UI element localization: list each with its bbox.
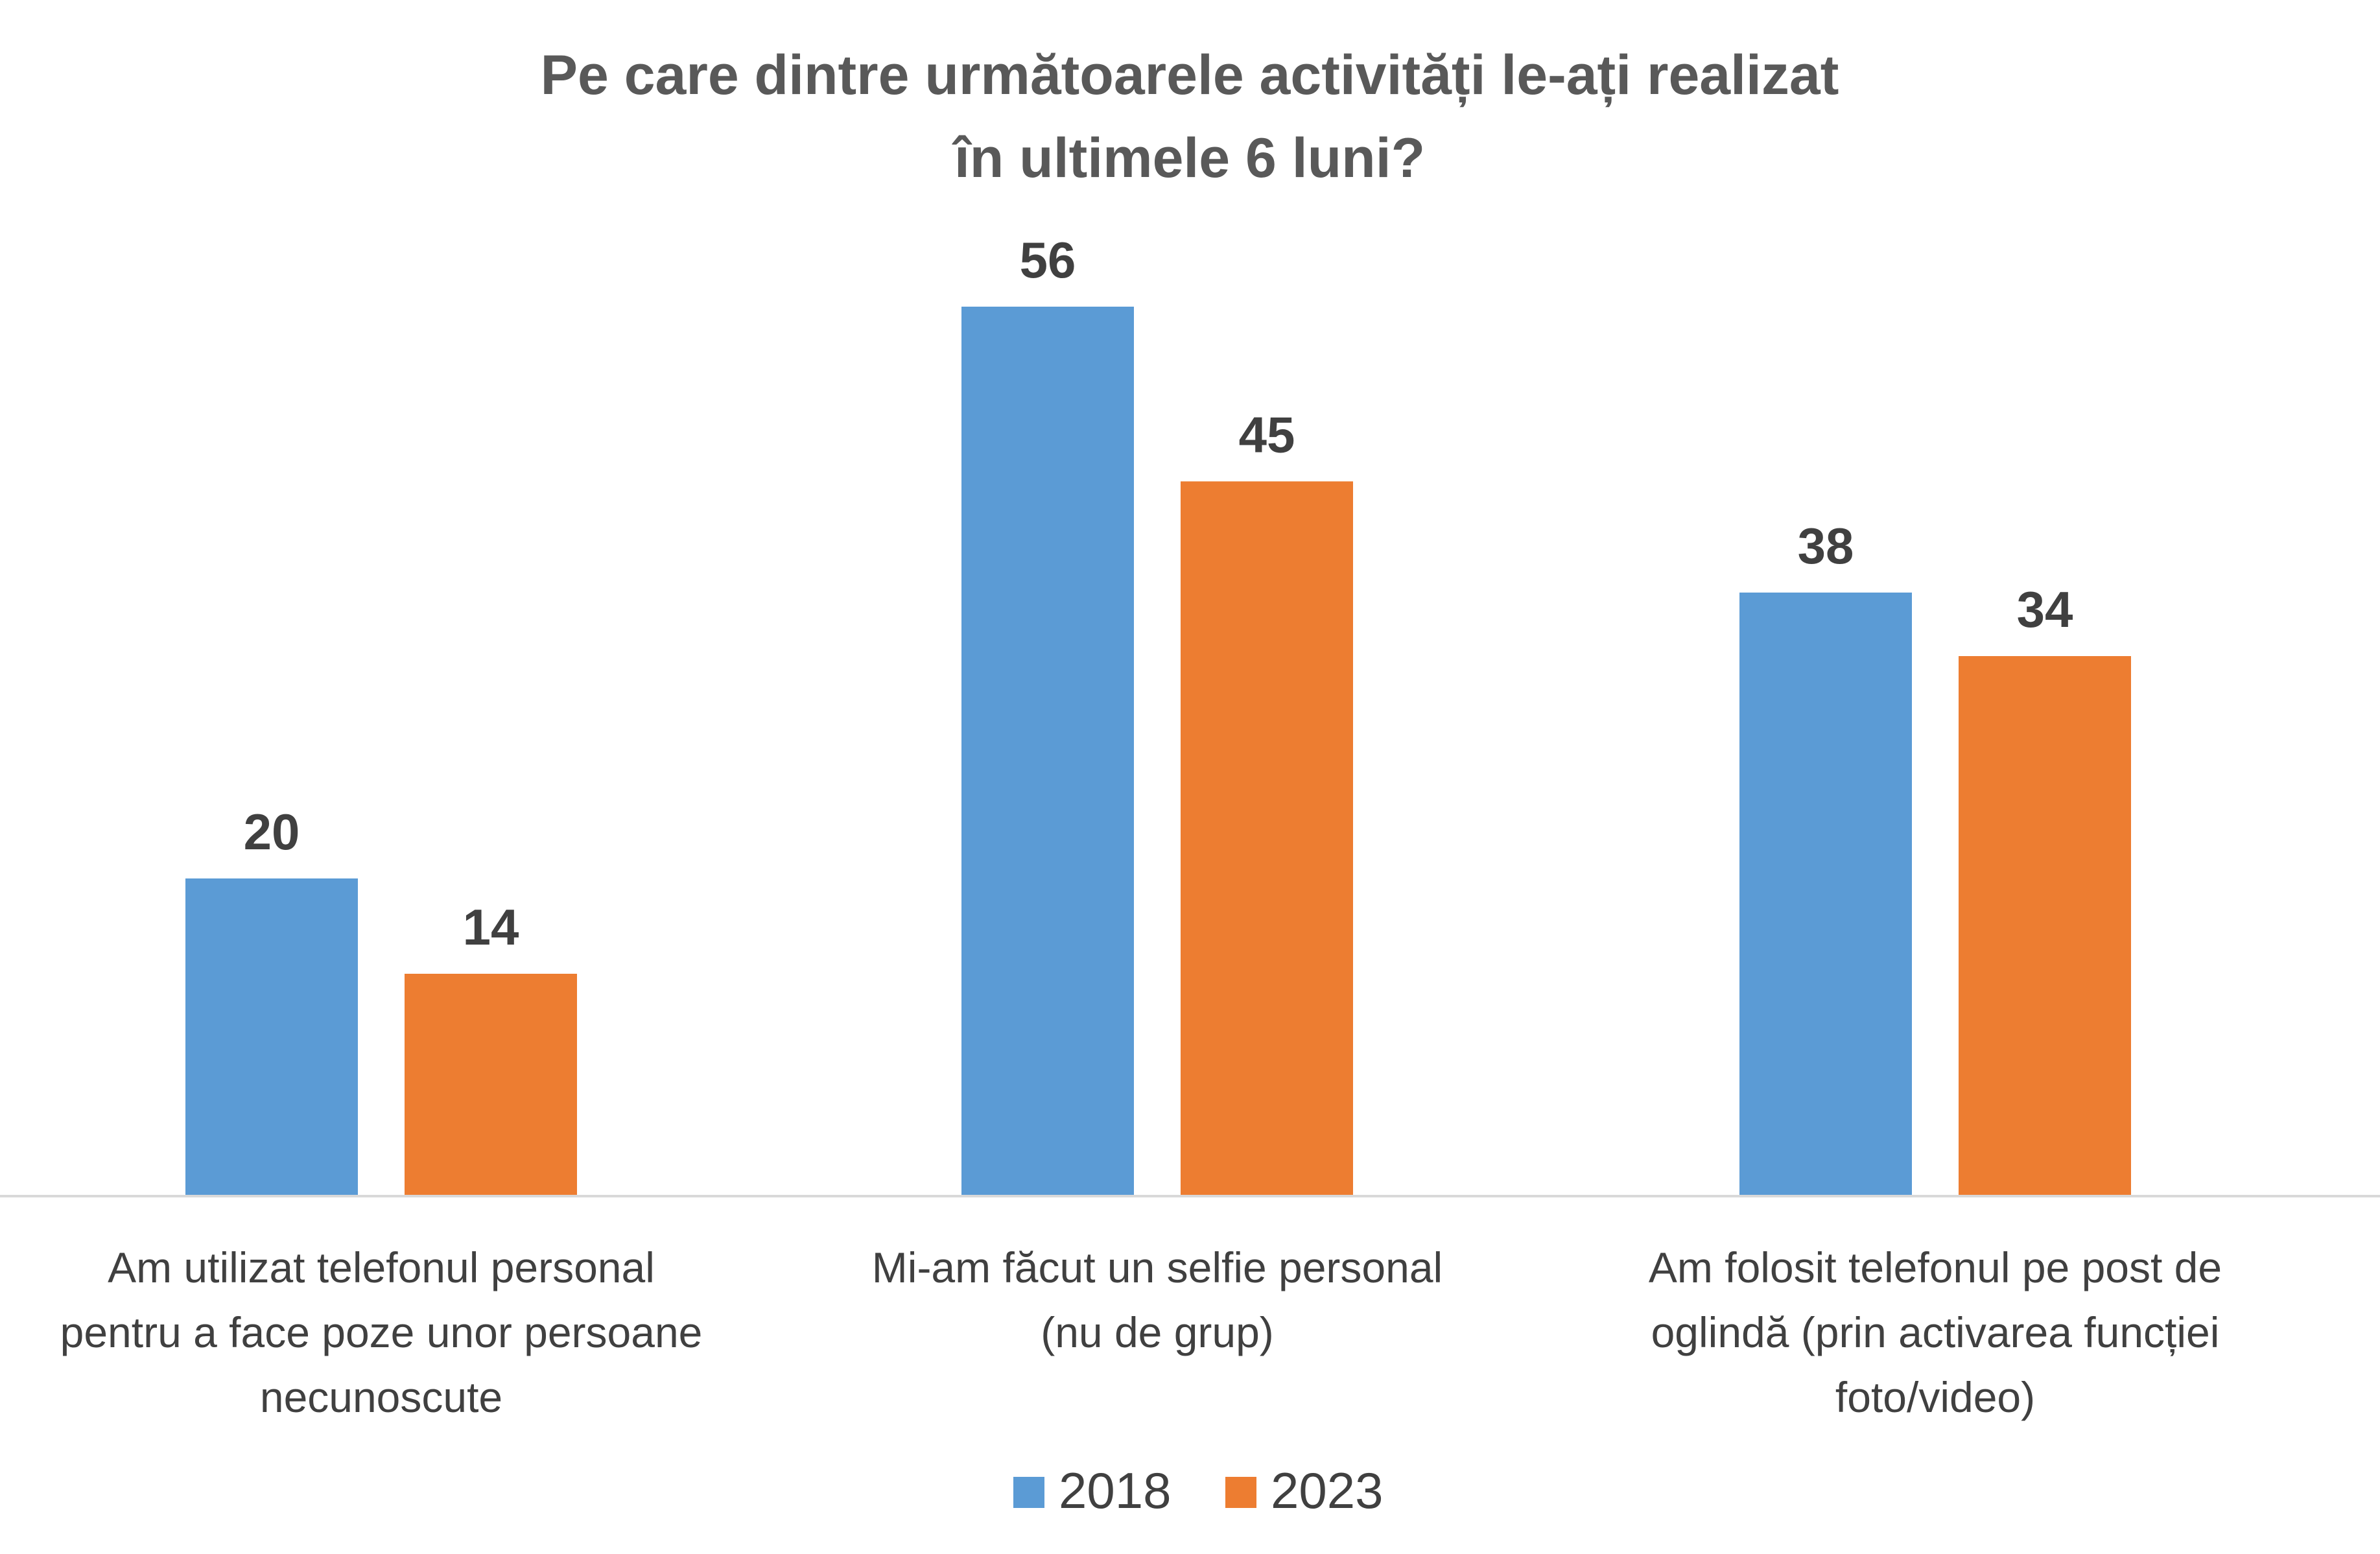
chart-title-line: în ultimele 6 luni? bbox=[952, 127, 1425, 189]
value-labels: 20 56 38 14 45 34 bbox=[244, 231, 2073, 956]
category-label-2: (nu de grup) bbox=[1041, 1308, 1274, 1356]
bar-2023-1 bbox=[405, 974, 577, 1196]
data-label-2018-1: 20 bbox=[244, 803, 300, 860]
category-label-3: oglindă (prin activarea funcției bbox=[1651, 1308, 2220, 1356]
data-label-2023-2: 45 bbox=[1239, 406, 1295, 464]
legend: 2018 2023 bbox=[1013, 1462, 1384, 1519]
data-label-2018-3: 38 bbox=[1798, 517, 1854, 574]
category-label-1: pentru a face poze unor persoane bbox=[60, 1308, 703, 1356]
legend-label-2018: 2018 bbox=[1059, 1462, 1172, 1519]
category-label-1: necunoscute bbox=[260, 1373, 502, 1421]
bar-2023-3 bbox=[1959, 656, 2131, 1196]
bar-2018-3 bbox=[1739, 593, 1912, 1196]
category-labels: Am utilizat telefonul personal pentru a f… bbox=[60, 1243, 2222, 1421]
legend-swatch-2018 bbox=[1013, 1477, 1044, 1508]
category-label-1: Am utilizat telefonul personal bbox=[108, 1243, 655, 1291]
bars bbox=[185, 307, 2131, 1196]
category-label-2: Mi-am făcut un selfie personal bbox=[872, 1243, 1443, 1291]
chart-title: Pe care dintre următoarele activități le… bbox=[541, 44, 1839, 189]
legend-swatch-2023 bbox=[1225, 1477, 1256, 1508]
category-label-3: Am folosit telefonul pe post de bbox=[1649, 1243, 2222, 1291]
bar-2023-2 bbox=[1181, 481, 1353, 1196]
chart-title-line: Pe care dintre următoarele activități le… bbox=[541, 44, 1839, 107]
data-label-2023-1: 14 bbox=[463, 899, 519, 956]
bar-2018-1 bbox=[185, 878, 358, 1196]
legend-label-2023: 2023 bbox=[1271, 1462, 1384, 1519]
data-label-2018-2: 56 bbox=[1020, 231, 1076, 288]
bar-2018-2 bbox=[961, 307, 1134, 1196]
category-label-3: foto/video) bbox=[1835, 1373, 2035, 1421]
data-label-2023-3: 34 bbox=[2017, 581, 2073, 638]
